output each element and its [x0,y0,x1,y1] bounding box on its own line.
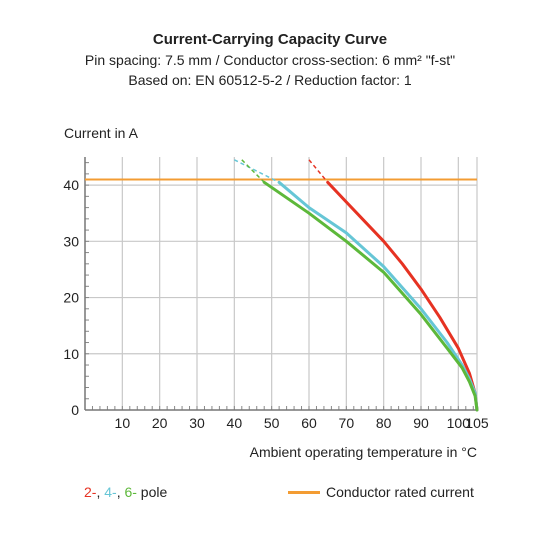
legend-pole: 2-, 4-, 6- pole [84,484,167,500]
legend-pole-word: pole [136,484,168,500]
series-2-pole-line [326,180,479,412]
legend-pole-4: 4- [104,484,117,500]
x-axis-label: Ambient operating temperature in °C [250,444,477,460]
x-tick-label: 40 [227,415,243,431]
legend-sep-1: , [96,484,105,500]
x-tick-label: 90 [413,415,429,431]
x-tick-label: 50 [264,415,280,431]
x-tick-label: 60 [301,415,317,431]
y-tick-label: 30 [63,233,79,249]
chart-subtitle-standard: Based on: EN 60512-5-2 / Reduction facto… [128,72,412,88]
y-tick-label: 20 [63,290,79,306]
chart-title: Current-Carrying Capacity Curve [152,31,388,48]
x-tick-label: 70 [339,415,355,431]
y-axis-label: Current in A [64,125,139,141]
series-4-pole-dashed [233,159,280,183]
legend-rated: Conductor rated current [288,484,474,500]
series-6-pole-dashed [241,159,265,183]
x-tick-label: 30 [189,415,205,431]
x-tick-label: 105 [465,415,489,431]
chart-header: Current-Carrying Capacity Curve Pin spac… [0,30,540,90]
x-tick-label: 80 [376,415,392,431]
x-tick-label: 10 [115,415,131,431]
y-tick-label: 0 [71,402,79,418]
legend-pole-6: 6- [124,484,137,500]
y-tick-label: 10 [63,346,79,362]
y-tick-label: 40 [63,177,79,193]
x-tick-label: 20 [152,415,168,431]
legend-sep-2: , [116,484,125,500]
legend-rated-label: Conductor rated current [326,484,474,500]
x-tick-label: 100 [447,415,471,431]
legend-pole-2: 2- [84,484,97,500]
series-2-pole-dashed [308,159,329,183]
legend-rated-swatch [288,490,320,494]
series-6-pole-line [262,180,479,412]
chart-subtitle-spacing: Pin spacing: 7.5 mm / Conductor cross-se… [84,52,456,68]
